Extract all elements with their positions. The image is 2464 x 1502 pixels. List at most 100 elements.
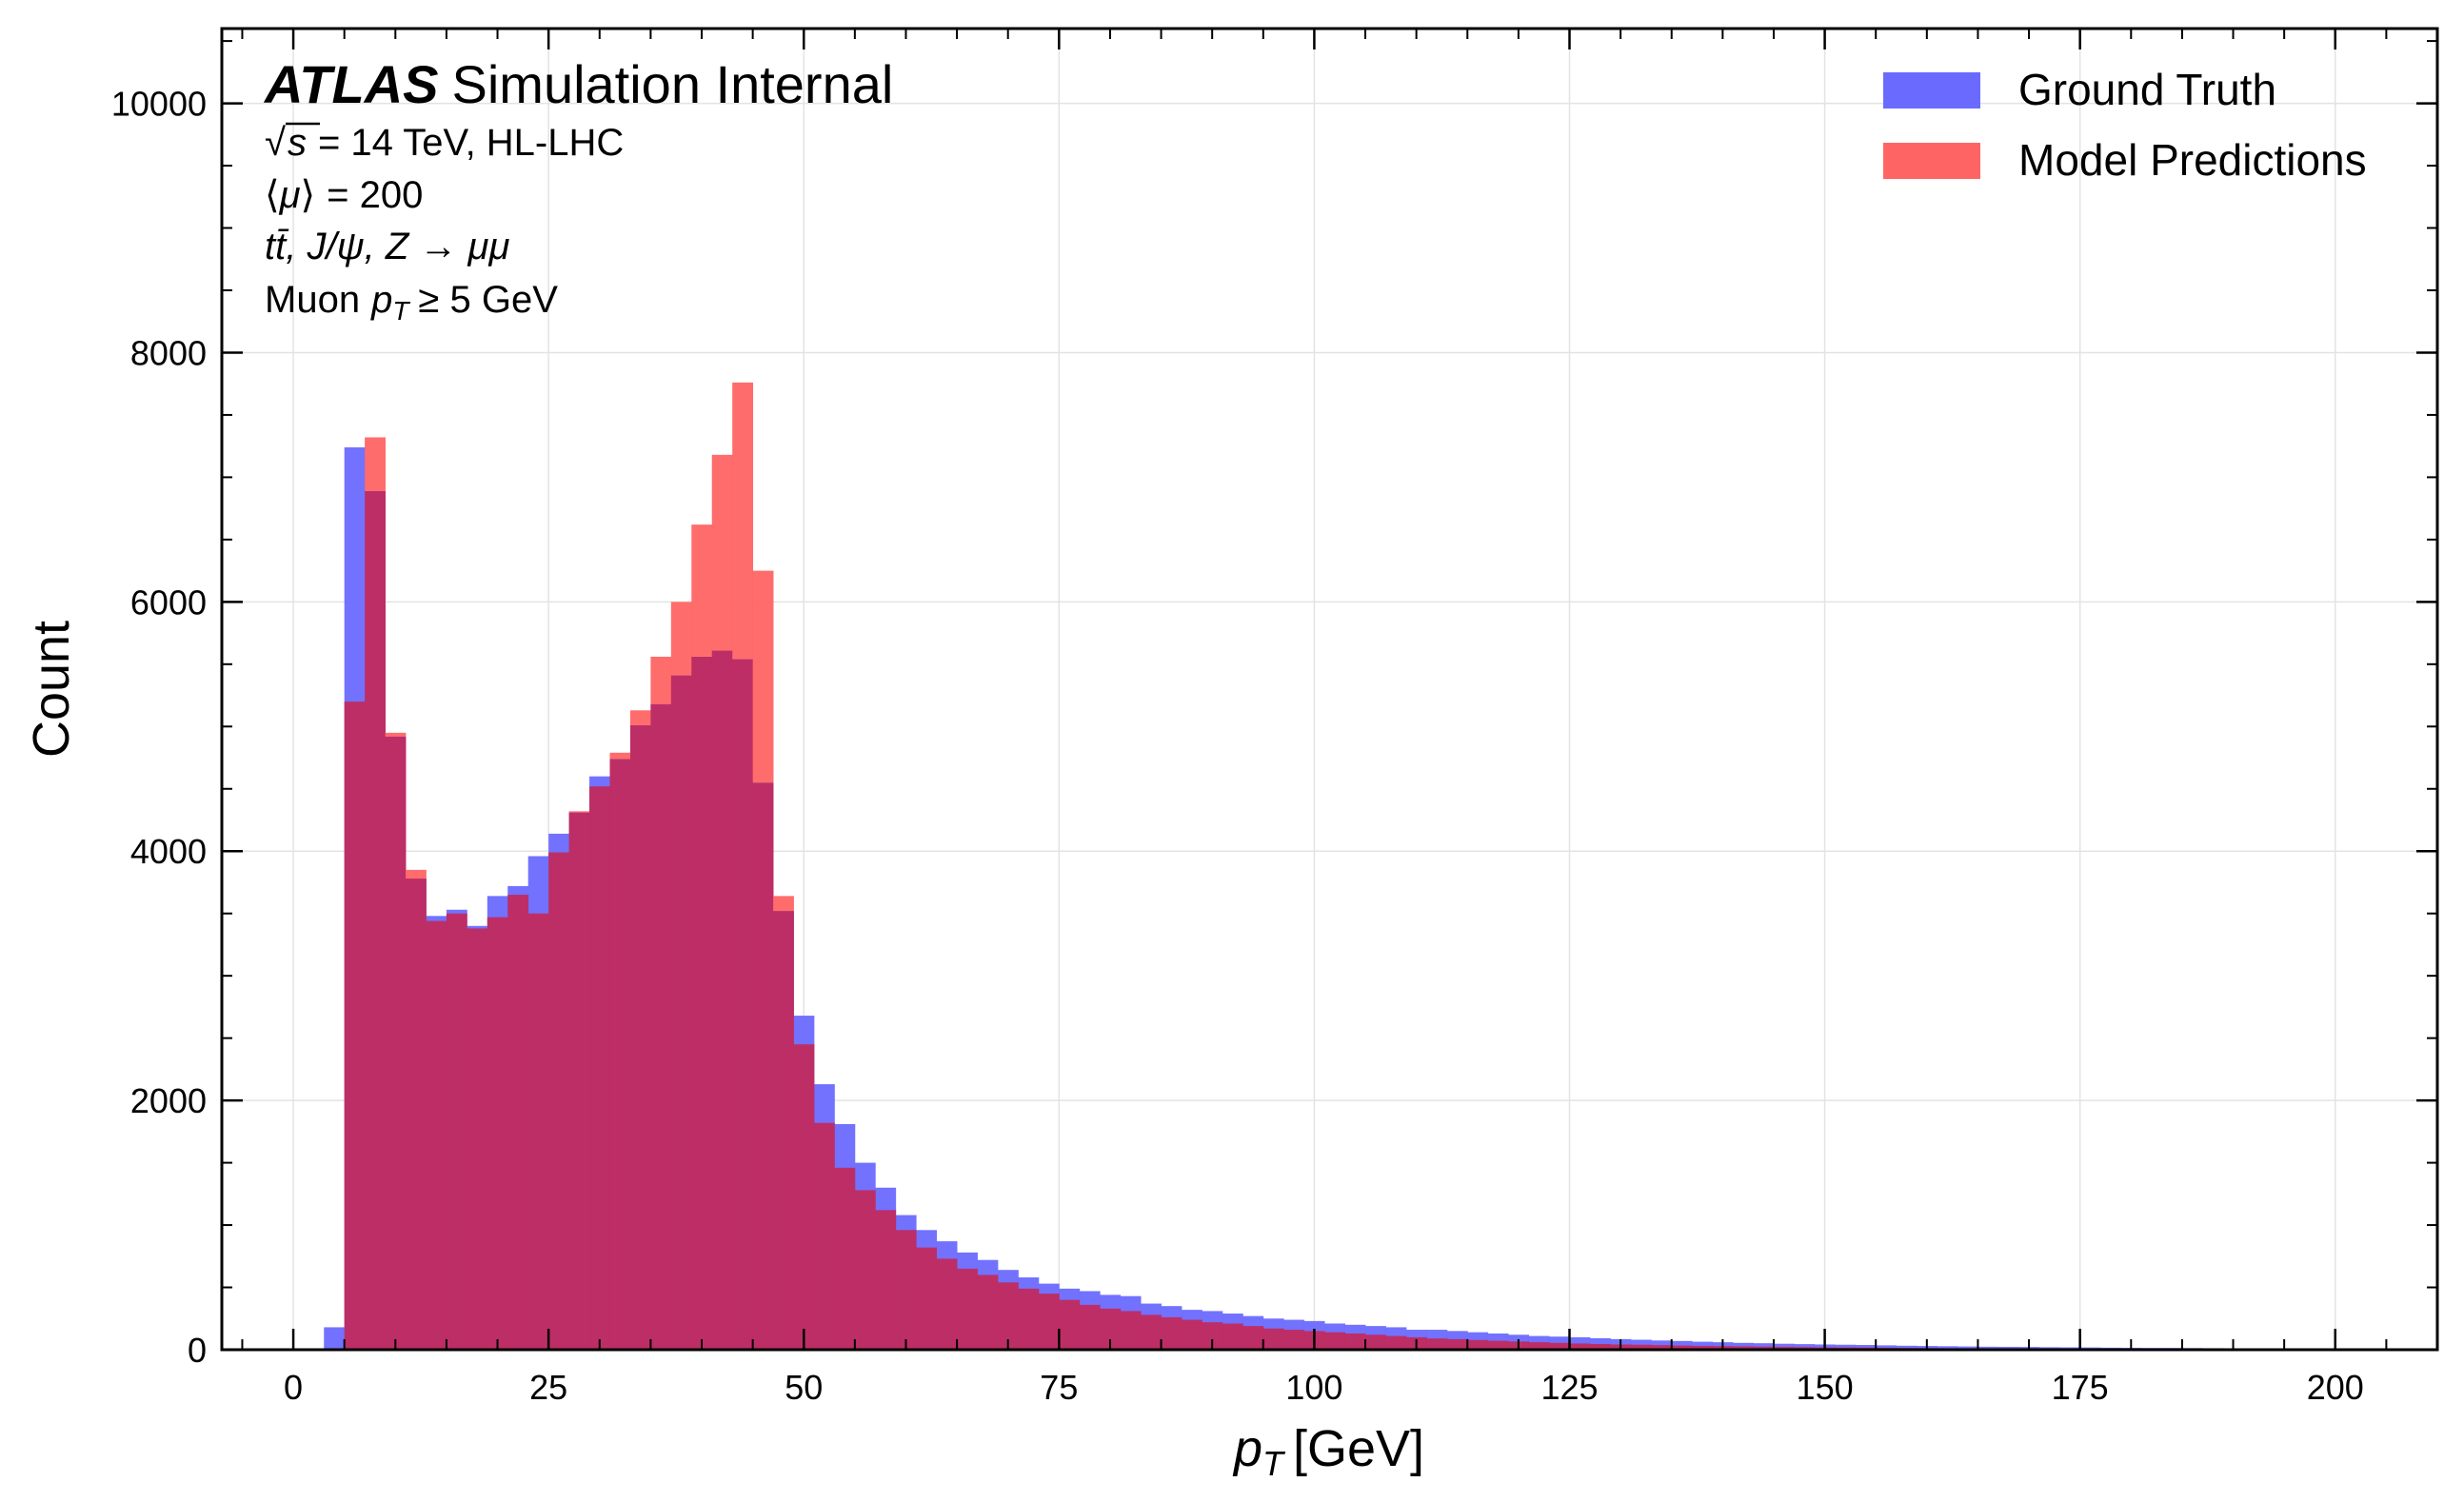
bar-overlap [813,1122,835,1350]
x-tick-label: 0 [284,1368,303,1407]
bar-overlap [854,1190,876,1350]
bar-overlap [344,702,366,1350]
x-tick-label: 150 [1797,1368,1854,1407]
bar-overlap [1365,1334,1386,1350]
bar-ground-truth [1997,1346,2019,1350]
bar-overlap [997,1282,1019,1350]
bar-model-predictions [568,811,590,813]
bar-overlap [1344,1333,1366,1350]
bar-overlap [977,1275,999,1350]
x-tick-label: 25 [529,1368,567,1407]
bar-overlap [1182,1319,1202,1350]
bar-overlap [1446,1338,1468,1350]
bar-overlap [1569,1343,1591,1350]
bar-overlap [1671,1345,1693,1350]
x-axis-title: pT [GeV] [1232,1420,1424,1483]
bar-overlap [426,920,447,1350]
bar-ground-truth [1671,1340,1693,1350]
y-tick-label: 4000 [130,832,207,871]
legend-swatch-ground-truth [1883,72,1980,109]
bar-model-predictions [385,732,407,737]
bar-overlap [487,917,508,1350]
bar-model-predictions [752,570,774,783]
s-symbol: s [288,122,307,164]
x-tick-label: 75 [1040,1368,1078,1407]
bar-overlap [629,724,651,1350]
bar-overlap [670,675,692,1350]
atlas-label: ATLAS Simulation Internal [263,54,893,114]
bar-overlap [1549,1342,1570,1350]
bar-overlap [589,786,610,1350]
pt-subscript: T [392,296,410,326]
bar-overlap [1467,1339,1489,1350]
y-tick-label: 0 [188,1331,207,1370]
bar-ground-truth [324,1327,346,1350]
bar-ground-truth [1876,1345,1898,1350]
bar-ground-truth [1773,1343,1795,1350]
bar-overlap [752,782,774,1350]
cut-line: Muon pT ≥ 5 GeV [265,279,558,326]
bar-overlap [1262,1328,1284,1350]
bar-overlap [895,1230,917,1350]
bar-overlap [916,1247,938,1350]
pileup-line: ⟨μ⟩ = 200 [265,174,423,216]
atlas-annotation: ATLAS Simulation Internal √s = 14 TeV, HL-… [263,54,893,326]
bar-model-predictions [670,602,692,676]
y-tick-label: 10000 [111,85,207,124]
x-tick-label: 175 [2052,1368,2109,1407]
bar-overlap [1426,1338,1448,1350]
bar-overlap [1487,1340,1509,1350]
y-tick-label: 6000 [130,583,207,622]
bar-overlap [1283,1330,1305,1350]
bar-overlap [507,895,529,1350]
sqrt-symbol: √ [265,122,286,164]
bar-ground-truth [1957,1346,1978,1350]
bar-overlap [1242,1326,1264,1350]
bar-overlap [711,650,733,1350]
x-tick-label: 100 [1285,1368,1342,1407]
plot-frame [220,27,2439,1352]
bar-overlap [1059,1299,1081,1350]
bar-ground-truth [1692,1341,1714,1350]
bar-model-predictions [650,656,672,704]
legend-swatch-model-predictions [1883,143,1980,179]
bar-ground-truth [1896,1345,1918,1350]
bar-overlap [385,736,407,1350]
bar-overlap [1079,1304,1101,1350]
bar-model-predictions [732,382,754,660]
y-tick-label: 8000 [130,333,207,372]
axis-ticks: 0 25 50 75 100 125 150 175 200020004000600080001… [111,29,2438,1407]
bar-overlap [1528,1342,1550,1350]
bar-overlap [957,1268,978,1350]
bar-overlap [568,812,590,1350]
x-tick-label: 50 [785,1368,823,1407]
bar-model-predictions [406,869,427,879]
bar-overlap [1141,1314,1162,1350]
bar-overlap [1385,1335,1407,1350]
bar-model-predictions [691,524,713,657]
bar-model-predictions [609,752,631,760]
bar-overlap [875,1210,897,1350]
process-line: tt̄, J/ψ, Z → μμ [265,226,509,267]
bar-overlap [1733,1346,1754,1350]
y-tick-label: 2000 [130,1081,207,1120]
bar-ground-truth [1977,1346,1999,1350]
bar-ground-truth [1855,1345,1877,1350]
mu-average-symbol: ⟨μ⟩ [265,174,315,216]
bar-overlap [1324,1332,1345,1350]
series-model-predictions [344,382,2326,1350]
legend-label-ground-truth: Ground Truth [2018,65,2276,114]
bar-overlap [548,852,569,1350]
pt-symbol: p [370,279,392,321]
bar-overlap [1222,1323,1243,1350]
bar-overlap [793,1044,815,1350]
bar-overlap [1773,1346,1795,1350]
bar-overlap [773,911,794,1350]
bar-overlap [467,928,488,1350]
bar-overlap [1038,1294,1060,1350]
bar-ground-truth [1937,1346,1958,1350]
x-tick-label: 125 [1540,1368,1598,1407]
bar-overlap [834,1167,856,1350]
energy-line: √s = 14 TeV, HL-LHC [265,122,624,164]
